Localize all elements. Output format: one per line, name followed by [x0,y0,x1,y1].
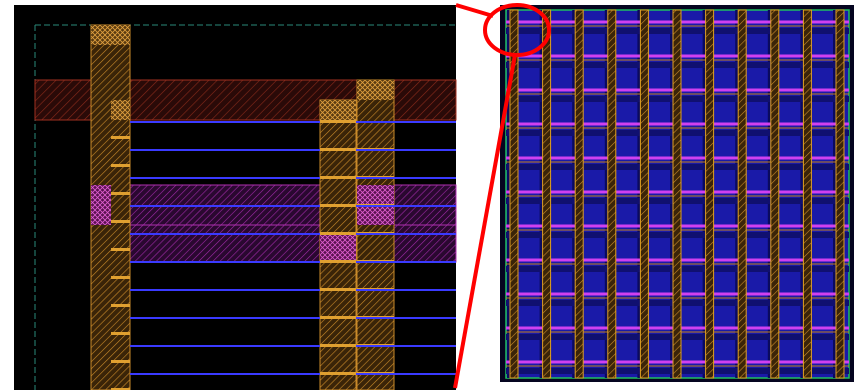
orange-column [771,10,779,378]
contact [320,204,356,207]
full-panel [500,5,854,382]
contact [320,344,356,347]
orange-column [738,10,746,378]
orange-column [706,10,714,378]
orange-column [608,10,616,378]
contact [111,136,130,139]
contact [320,232,356,235]
contact [111,360,130,363]
contact [320,316,356,319]
via-block [357,80,394,100]
contact [111,248,130,251]
magenta-band [91,225,456,262]
zoom-panel [14,5,456,390]
contact [111,192,130,195]
orange-column [640,10,648,378]
contact [111,332,130,335]
contact [111,304,130,307]
contact [320,260,356,263]
contact [111,220,130,223]
orange-column [673,10,681,378]
zoom-line [456,5,493,16]
via-block [320,100,356,120]
orange-column [575,10,583,378]
contact [320,372,356,375]
contact [320,288,356,291]
layout-figure [0,0,854,390]
contact [320,176,356,179]
via-block [320,235,356,262]
contact [111,276,130,279]
contact [320,120,356,123]
orange-column [543,10,551,378]
orange-column [836,10,844,378]
via-block [91,25,130,45]
via-block [91,185,111,225]
orange-column [803,10,811,378]
via-block [111,100,130,120]
contact [320,148,356,151]
contact [111,164,130,167]
